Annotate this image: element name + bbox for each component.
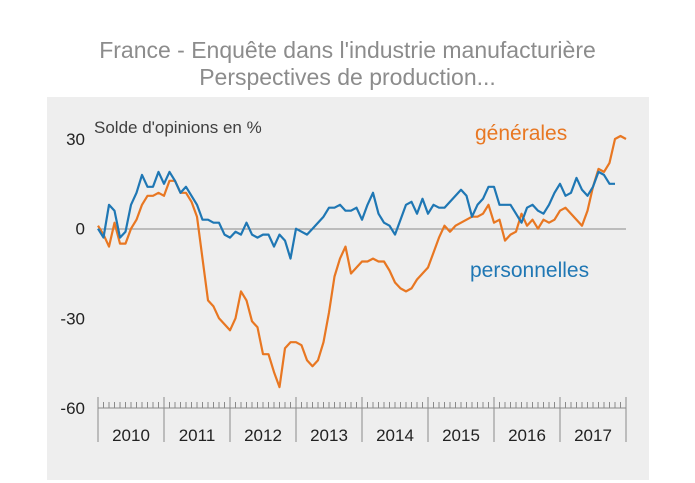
x-tick-label-2011: 2011 — [179, 426, 216, 445]
plot-panel — [47, 97, 649, 480]
x-tick-label-2012: 2012 — [244, 426, 282, 445]
x-tick-label-2017: 2017 — [574, 426, 612, 445]
chart-subtitle: Perspectives de production... — [199, 64, 496, 90]
series-line-personnelles — [97, 170, 615, 260]
y-tick-label-1: 0 — [76, 220, 85, 239]
y-axis-label: Solde d'opinions en % — [94, 118, 262, 137]
series-label-personnelles: personnelles — [470, 259, 589, 282]
y-tick-label-2: -30 — [60, 309, 85, 328]
y-tick-label-0: 30 — [66, 130, 85, 149]
series-line-generales — [97, 134, 627, 389]
y-tick-label-3: -60 — [60, 399, 85, 418]
x-tick-label-2013: 2013 — [310, 426, 348, 445]
x-tick-label-2016: 2016 — [508, 426, 546, 445]
x-tick-label-2014: 2014 — [376, 426, 414, 445]
x-tick-label-2015: 2015 — [442, 426, 480, 445]
x-tick-label-2010: 2010 — [112, 426, 150, 445]
chart-title: France - Enquête dans l'industrie manufa… — [99, 37, 596, 63]
series-label-generales: générales — [475, 122, 567, 145]
